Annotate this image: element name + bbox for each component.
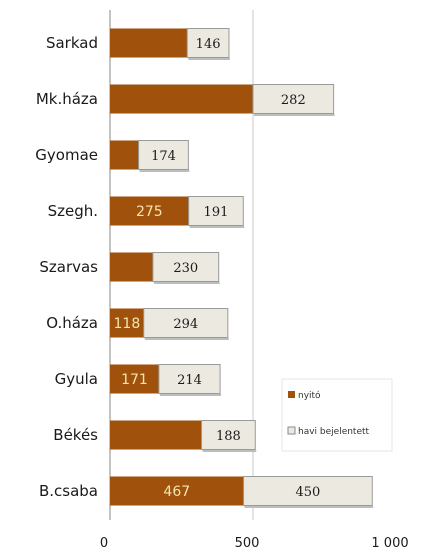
data-label-szegh-havi-bejelentett: 191	[204, 205, 229, 220]
bar-mk-h-za-nyito	[110, 84, 253, 114]
bar-szegh-nyito	[110, 196, 189, 226]
bar-b-csaba-nyito	[110, 476, 244, 506]
data-label-gyomae-havi-bejelentett: 174	[151, 149, 176, 164]
bar-o-h-za-havi-bejelentett	[143, 308, 229, 338]
bar-sarkad-havi-bejelentett	[186, 28, 230, 58]
bar-b-csaba-havi-bejelentett	[243, 476, 373, 506]
category-label-mk-h-za: Mk.háza	[36, 90, 98, 108]
bar-gyula-nyito	[110, 364, 159, 394]
data-label-b-csaba-nyito: 467	[163, 484, 190, 500]
bar-szegh-havi-bejelentett	[188, 196, 244, 226]
bar-o-h-za-nyito	[110, 308, 144, 338]
legend-swatch-havi-bejelentett	[287, 426, 296, 435]
bar-b-k-s-nyito	[110, 420, 202, 450]
data-label-b-k-s-havi-bejelentett: 188	[216, 429, 241, 444]
legend-label-havi-bejelentett: havi bejelentett	[298, 427, 370, 437]
category-label-b-csaba: B.csaba	[39, 482, 98, 500]
bar-gyomae-nyito	[110, 140, 139, 170]
bar-szarvas-nyito	[110, 252, 153, 282]
category-label-sarkad: Sarkad	[46, 34, 98, 52]
data-label-sarkad-havi-bejelentett: 146	[196, 37, 221, 52]
data-label-o-h-za-havi-bejelentett: 294	[173, 317, 198, 332]
legend-box	[281, 378, 393, 452]
data-label-szarvas-havi-bejelentett: 230	[173, 261, 198, 276]
x-tick-label-1: 500	[235, 536, 260, 551]
plot-area: Sarkad 146 Mk.háza 282 Gyomae 174 Szegh. 275 191…	[35, 10, 409, 551]
bar-gyula-havi-bejelentett	[158, 364, 221, 394]
legend-label-nyito: nyitó	[298, 390, 321, 401]
category-label-szarvas: Szarvas	[39, 258, 98, 276]
bar-sarkad-nyito	[110, 28, 188, 58]
category-label-o-h-za: O.háza	[46, 314, 98, 332]
category-label-szegh: Szegh.	[48, 202, 98, 220]
legend-swatch-nyito	[288, 391, 295, 398]
bar-szarvas-havi-bejelentett	[152, 252, 220, 282]
data-label-b-csaba-havi-bejelentett: 450	[295, 485, 320, 500]
data-label-gyula-nyito: 171	[121, 372, 148, 388]
bar-b-k-s-havi-bejelentett	[201, 420, 256, 450]
data-label-gyula-havi-bejelentett: 214	[177, 373, 202, 388]
data-label-szegh-nyito: 275	[136, 204, 163, 220]
category-label-b-k-s: Békés	[53, 426, 98, 444]
category-label-gyomae: Gyomae	[35, 146, 98, 164]
data-label-mk-h-za-havi-bejelentett: 282	[281, 93, 306, 108]
data-label-o-h-za-nyito: 118	[114, 316, 141, 332]
x-tick-label-0: 0	[100, 536, 108, 551]
category-label-gyula: Gyula	[55, 370, 98, 388]
x-tick-label-2: 1 000	[371, 536, 408, 551]
bar-gyomae-havi-bejelentett	[138, 140, 189, 170]
bar-mk-h-za-havi-bejelentett	[252, 84, 335, 114]
